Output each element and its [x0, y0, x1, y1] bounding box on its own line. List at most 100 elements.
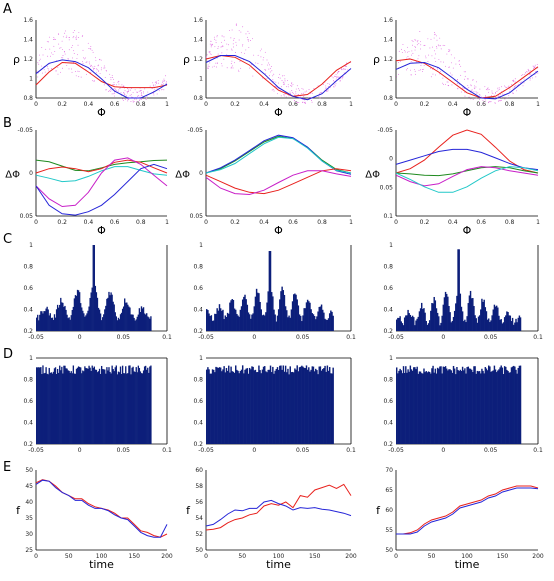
- scatter-point: [458, 60, 460, 62]
- scatter-point: [72, 44, 74, 46]
- scatter-point: [140, 91, 142, 93]
- scatter-point: [512, 80, 514, 82]
- histogram-bar: [332, 315, 334, 331]
- scatter-point: [343, 67, 345, 69]
- scatter-point: [490, 101, 492, 103]
- histogram-bar: [148, 372, 150, 444]
- x-tick-label: 0.8: [317, 101, 327, 108]
- scatter-point: [467, 85, 469, 87]
- x-tick-label: 0.4: [259, 219, 269, 226]
- scatter-point: [310, 96, 312, 98]
- histogram-bar: [133, 317, 135, 331]
- scatter-point: [68, 37, 70, 38]
- scatter-point: [221, 52, 223, 54]
- scatter-point: [132, 101, 134, 103]
- scatter-point: [54, 39, 56, 40]
- histogram-bar: [64, 305, 66, 331]
- scatter-point: [433, 50, 435, 52]
- histogram-bar: [124, 373, 126, 444]
- scatter-point: [226, 67, 228, 69]
- histogram-bar: [71, 373, 73, 444]
- scatter-point: [113, 84, 115, 86]
- scatter-point: [301, 93, 303, 95]
- scatter-point: [418, 42, 420, 44]
- histogram-bar: [450, 370, 452, 444]
- scatter-point: [210, 44, 212, 46]
- histogram-bar: [128, 306, 130, 331]
- scatter-point: [242, 26, 244, 28]
- scatter-point: [53, 36, 55, 38]
- histogram-bar: [452, 365, 455, 444]
- scatter-point: [213, 36, 215, 38]
- histogram-bar: [279, 299, 281, 331]
- histogram-bar: [113, 371, 115, 444]
- x-tick-label: 0: [204, 101, 208, 108]
- histogram-bar: [276, 315, 279, 331]
- histogram-bar: [218, 304, 221, 331]
- histogram-bar: [89, 367, 91, 444]
- histogram-bar: [506, 369, 508, 444]
- histogram-bar: [91, 365, 93, 444]
- scatter-point: [124, 90, 126, 92]
- histogram-bar: [473, 306, 475, 331]
- histogram-bar: [495, 372, 498, 444]
- histogram-bar: [40, 367, 42, 444]
- histogram-bar: [134, 320, 136, 331]
- y-tick-label: 0.6: [193, 398, 203, 405]
- y-tick-label: 50: [195, 547, 203, 554]
- histogram-bar: [426, 324, 429, 331]
- scatter-point: [447, 81, 449, 83]
- scatter-point: [74, 71, 76, 72]
- scatter-point: [138, 90, 140, 92]
- histogram-bar: [260, 309, 262, 331]
- scatter-point: [153, 92, 155, 94]
- histogram-bar: [466, 316, 468, 331]
- histogram-bar: [55, 309, 58, 331]
- scatter-point: [504, 85, 505, 87]
- histogram-bar: [217, 310, 220, 331]
- histogram-bar: [273, 309, 275, 331]
- histogram-bar: [229, 372, 231, 444]
- histogram-bar: [323, 312, 325, 331]
- scatter-point: [465, 71, 466, 73]
- x-tick-label: 0.2: [57, 101, 67, 108]
- scatter-point: [273, 73, 275, 75]
- histogram-bar: [287, 317, 289, 331]
- histogram-bar: [265, 312, 267, 331]
- histogram-bar: [69, 372, 71, 444]
- histogram-bar: [420, 302, 423, 331]
- x-tick-label: 0.2: [230, 219, 240, 226]
- histogram-bar: [41, 374, 43, 444]
- scatter-point: [414, 39, 416, 41]
- scatter-point: [43, 69, 45, 71]
- histogram-bar: [74, 295, 77, 331]
- scatter-point: [239, 60, 241, 62]
- scatter-point: [84, 57, 86, 59]
- x-tick-label: 0.05: [296, 447, 310, 454]
- scatter-point: [299, 89, 301, 91]
- histogram-bar: [269, 365, 272, 444]
- histogram-bar: [42, 365, 44, 444]
- scatter-point: [238, 30, 240, 32]
- x-tick-label: 0.8: [317, 219, 327, 226]
- histogram-bar: [104, 309, 106, 331]
- y-axis-label: f: [16, 504, 21, 517]
- scatter-point: [296, 85, 298, 87]
- scatter-point: [413, 69, 415, 71]
- scatter-point: [410, 74, 412, 76]
- scatter-point: [505, 86, 507, 88]
- scatter-point: [523, 73, 525, 75]
- x-tick-label: 0: [394, 219, 398, 226]
- histogram-bar: [253, 306, 256, 331]
- y-tick-label: 1: [29, 355, 33, 362]
- scatter-point: [82, 49, 84, 51]
- x-tick-label: 0.4: [84, 219, 94, 226]
- scatter-point: [62, 36, 64, 38]
- scatter-point: [78, 32, 80, 33]
- histogram-bar: [269, 251, 272, 331]
- histogram-bar: [401, 323, 404, 331]
- histogram-bar: [67, 370, 69, 444]
- scatter-point: [271, 89, 273, 91]
- histogram-bar: [282, 365, 285, 444]
- scatter-point: [345, 65, 347, 67]
